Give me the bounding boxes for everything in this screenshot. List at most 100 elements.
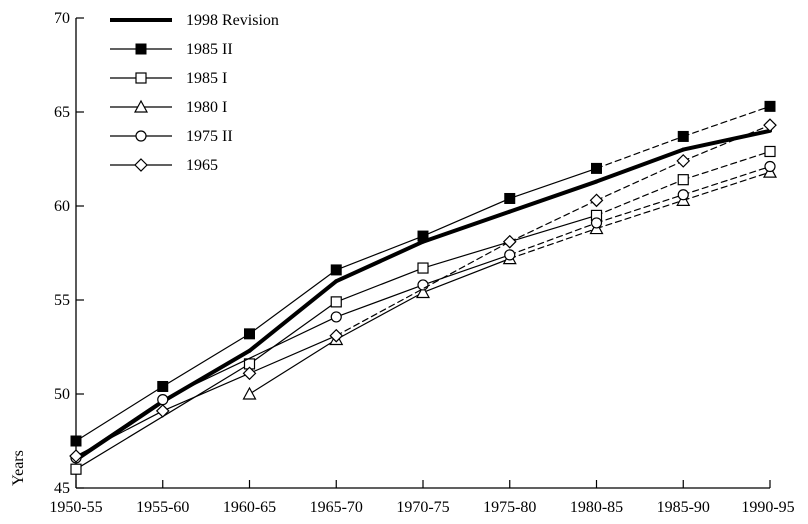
series-line-segment [75, 385, 164, 442]
series-line-segment [247, 279, 339, 353]
series-line-segment [682, 105, 771, 138]
legend-label: 1985 II [186, 41, 233, 58]
data-point-open-square [135, 72, 147, 84]
data-point-filled-square [677, 130, 689, 142]
data-point-filled-square [591, 162, 602, 174]
series-line-segment [334, 239, 425, 284]
y-tick-label: 45 [54, 480, 70, 497]
data-point-open-triangle [133, 99, 149, 113]
legend-label: 1975 II [186, 128, 233, 145]
legend-item: 1985 I [110, 70, 227, 87]
data-point-filled-square [504, 192, 516, 204]
series-line-segment [248, 301, 337, 365]
series-line-segment [422, 254, 511, 286]
data-point-open-diamond [134, 158, 148, 172]
legend-item: 1980 I [110, 99, 227, 116]
legend-label: 1980 I [186, 99, 227, 116]
axes: 45 50 55 60 65 70 1950-55 1955-60 1960-65 1965-70… [49, 10, 794, 516]
data-point-open-square [70, 463, 82, 475]
series-1975-ii [70, 160, 776, 464]
series-line-segment [595, 135, 684, 169]
data-point-open-diamond [763, 118, 777, 133]
y-tick-label: 60 [54, 198, 70, 215]
data-point-filled-square [330, 264, 342, 276]
x-tick-label: 1955-60 [136, 499, 189, 516]
series-line-segment [594, 147, 686, 184]
data-point-open-square [417, 262, 429, 274]
data-point-open-diamond [155, 404, 170, 418]
series-line-segment [595, 194, 684, 224]
data-point-filled-square [417, 230, 429, 242]
series-line-segment [162, 372, 251, 412]
series-line-segment [248, 338, 337, 395]
y-tick-label: 65 [54, 104, 70, 121]
legend-item: 1965 [110, 157, 218, 174]
series-line-segment [509, 167, 598, 200]
data-point-open-diamond [589, 193, 604, 208]
y-axis-title: Years [10, 450, 27, 486]
series-line-segment [74, 399, 165, 462]
data-point-open-diamond [676, 154, 691, 168]
data-point-open-circle [135, 130, 147, 142]
series-line-segment [682, 124, 771, 162]
data-point-open-square [330, 296, 342, 308]
series-1998-revision [74, 128, 772, 462]
x-tick-label: 1975-80 [483, 499, 536, 516]
series-line-segment [422, 258, 511, 294]
data-point-open-square [677, 174, 689, 186]
x-tick-label: 1965-70 [310, 499, 363, 516]
series-line-segment [422, 197, 511, 237]
data-point-open-circle [157, 394, 169, 406]
series-line-segment [509, 222, 598, 256]
x-tick-label: 1985-90 [657, 499, 710, 516]
data-point-open-diamond [329, 328, 344, 343]
y-tick-label: 70 [54, 10, 70, 27]
y-tick-label: 50 [54, 386, 70, 403]
legend: 1998 Revision 1985 II 1985 I 1980 I 1975 II 1… [110, 12, 279, 174]
x-tick-label: 1960-65 [223, 499, 276, 516]
data-point-open-circle [330, 311, 342, 323]
series-line-segment [248, 269, 337, 335]
series-line-segment [509, 199, 598, 243]
data-point-filled-square [764, 100, 776, 112]
series-line-segment [75, 410, 164, 457]
series-line-segment [162, 333, 251, 388]
x-tick-label: 1950-55 [49, 499, 102, 516]
series-line-segment [162, 316, 337, 401]
data-point-open-circle [677, 189, 689, 201]
legend-label: 1985 I [186, 70, 227, 87]
data-point-open-diamond [502, 234, 517, 249]
data-point-filled-square [157, 380, 169, 392]
series-line-segment [507, 179, 599, 214]
series-1985-ii [70, 100, 776, 447]
series-line-segment [682, 150, 771, 181]
data-point-open-circle [417, 279, 429, 291]
data-point-filled-square [135, 43, 147, 55]
series-line-segment [595, 199, 684, 230]
data-point-open-circle [504, 249, 516, 261]
series-line-segment [248, 335, 337, 374]
data-point-open-diamond [242, 366, 257, 381]
series-line-segment [335, 235, 424, 271]
x-tick-label: 1980-85 [570, 499, 623, 516]
series-1965 [69, 118, 777, 463]
data-point-open-circle [590, 217, 603, 229]
x-tick-label: 1990-95 [741, 499, 794, 516]
series-line-segment [595, 160, 684, 201]
data-point-filled-square [244, 328, 255, 340]
data-point-open-diamond [69, 449, 83, 463]
series-line-segment [335, 291, 424, 341]
series-1985-i [70, 145, 776, 475]
series-line-segment [682, 165, 771, 196]
data-point-open-square [764, 145, 776, 158]
series-line-segment [335, 284, 424, 318]
data-point-open-triangle [415, 285, 431, 299]
legend-item: 1975 II [110, 128, 233, 145]
legend-label: 1998 Revision [186, 12, 279, 29]
legend-label: 1965 [186, 157, 218, 174]
data-point-open-triangle [242, 386, 257, 400]
x-tick-label: 1970-75 [396, 499, 449, 516]
series-line-segment [335, 241, 511, 337]
data-point-filled-square [70, 435, 82, 447]
